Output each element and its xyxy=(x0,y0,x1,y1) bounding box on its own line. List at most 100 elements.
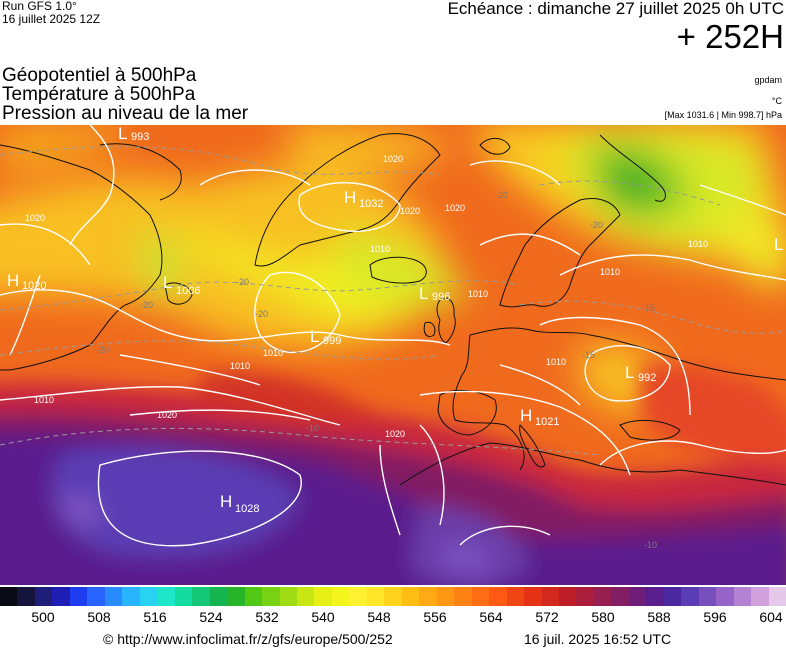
run-label: Run GFS 1.0° xyxy=(2,0,77,13)
colorbar-tick-label: 588 xyxy=(647,609,671,625)
colorbar-tick-label: 556 xyxy=(423,609,447,625)
colorbar-tick-label: 564 xyxy=(479,609,503,625)
svg-text:H: H xyxy=(520,406,532,425)
svg-text:1028: 1028 xyxy=(235,503,259,515)
colorbar-swatch xyxy=(34,587,53,606)
generated-time: 16 juil. 2025 16:52 UTC xyxy=(524,631,672,647)
pressure-centers: L 993 H 1032 H 1020 L 1006 L 999 L 996 H… xyxy=(7,125,783,515)
colorbar-swatch xyxy=(576,587,594,606)
colorbar-tick-label: 604 xyxy=(759,609,783,625)
high-center: H 1028 xyxy=(220,492,259,515)
colorbar-swatch xyxy=(314,587,332,606)
isobar-label: 1020 xyxy=(385,429,405,439)
colorbar-swatch xyxy=(681,587,699,606)
isobar-label: 1010 xyxy=(688,239,708,249)
colorbar-swatch xyxy=(733,587,752,606)
colorbar-swatch xyxy=(751,587,769,606)
colorbar-swatch xyxy=(296,587,315,606)
svg-text:999: 999 xyxy=(323,335,341,347)
temperature-label: -10 xyxy=(306,423,319,433)
colorbar-swatch xyxy=(611,587,629,606)
colorbar-tick-label: 540 xyxy=(311,609,335,625)
temperature-labels: -20 -20 -20 -20 -20 -15 -10 -15 -10 -20 xyxy=(96,190,657,550)
colorbar-swatch xyxy=(646,587,664,606)
colorbar-swatch xyxy=(192,587,210,606)
svg-text:L: L xyxy=(310,327,319,346)
low-center: L xyxy=(774,235,783,254)
temperature-label: -20 xyxy=(140,300,153,310)
colorbar-ticks: 500 508 516 524 532 540 548 556 564 572 580 588 596 6… xyxy=(0,609,786,627)
colorbar-swatch xyxy=(419,587,437,606)
isobar-label: 1010 xyxy=(600,267,620,277)
weather-map-svg: 1020 1010 1020 1020 1010 1010 1010 1010 … xyxy=(0,125,786,585)
colorbar-tick-label: 532 xyxy=(255,609,279,625)
temperature-label: -20 xyxy=(255,309,268,319)
colorbar-swatch xyxy=(698,587,717,606)
temperature-label: -20 xyxy=(495,190,508,200)
colorbar-swatch xyxy=(279,587,297,606)
colorbar-swatch xyxy=(593,587,612,606)
colorbar-swatch xyxy=(174,587,193,606)
low-center: L 996 xyxy=(419,284,450,303)
svg-text:H: H xyxy=(220,492,232,511)
colorbar-swatch xyxy=(209,587,228,606)
colorbar-swatch xyxy=(384,587,402,606)
isobar-label: 1010 xyxy=(546,357,566,367)
svg-text:996: 996 xyxy=(432,291,450,303)
isobar-label: 1010 xyxy=(230,361,250,371)
colorbar-tick-label: 500 xyxy=(31,609,55,625)
isobar-label: 1010 xyxy=(263,348,283,358)
isobar-label: 1010 xyxy=(468,289,488,299)
colorbar-swatch xyxy=(122,587,140,606)
isobar-label: 1020 xyxy=(157,410,177,420)
svg-text:H: H xyxy=(344,188,356,207)
svg-text:H: H xyxy=(7,271,19,290)
svg-text:1032: 1032 xyxy=(359,198,383,210)
colorbar-tick-label: 516 xyxy=(143,609,167,625)
colorbar-swatch xyxy=(768,587,786,606)
run-date: 16 juillet 2025 12Z xyxy=(2,12,101,26)
colorbar-swatch xyxy=(157,587,175,606)
colorbar-swatch xyxy=(349,587,367,606)
weather-map[interactable]: 1020 1010 1020 1020 1010 1010 1010 1010 … xyxy=(0,125,786,585)
source-url[interactable]: © http://www.infoclimat.fr/z/gfs/europe/… xyxy=(103,631,393,647)
temperature-label: -20 xyxy=(236,277,249,287)
svg-text:1021: 1021 xyxy=(535,416,559,428)
colorbar-swatch xyxy=(628,587,647,606)
temperature-lines xyxy=(0,146,786,456)
colorbar-swatch xyxy=(471,587,490,606)
forecast-label: Echéance : dimanche 27 juillet 2025 0h U… xyxy=(447,0,784,18)
colorbar-swatch xyxy=(489,587,507,606)
isobar-label: 1020 xyxy=(25,213,45,223)
geopotential-field xyxy=(0,125,786,585)
svg-text:1006: 1006 xyxy=(176,285,200,297)
colorbar-swatch xyxy=(436,587,455,606)
colorbar-tick-label: 548 xyxy=(367,609,391,625)
colorbar-swatch xyxy=(401,587,420,606)
colorbar-swatch xyxy=(52,587,70,606)
colorbar-swatch xyxy=(244,587,263,606)
low-center: L 1006 xyxy=(163,273,200,297)
title-temperature: Température à 500hPa xyxy=(2,84,196,105)
colorbar-swatch xyxy=(663,587,682,606)
colorbar-swatch xyxy=(506,587,525,606)
high-center: H 1021 xyxy=(520,406,559,428)
title-pressure: Pression au niveau de la mer xyxy=(2,103,249,124)
colorbar-tick-label: 596 xyxy=(703,609,727,625)
colorbar-tick-label: 508 xyxy=(87,609,111,625)
colorbar-tick-label: 580 xyxy=(591,609,615,625)
temperature-label: -15 xyxy=(642,303,655,313)
colorbar-swatch xyxy=(87,587,105,606)
colorbar-swatch xyxy=(0,587,18,606)
lead-time: + 252H xyxy=(676,18,784,55)
title-geopotential: Géopotentiel à 500hPa xyxy=(2,65,197,86)
svg-text:L: L xyxy=(774,235,783,254)
svg-text:L: L xyxy=(419,284,428,303)
svg-text:1020: 1020 xyxy=(22,280,46,292)
isobar-label: 1020 xyxy=(400,206,420,216)
unit-geopotential: gpdam xyxy=(754,75,782,85)
colorbar-tick-label: 572 xyxy=(535,609,559,625)
temperature-label: -10 xyxy=(644,540,657,550)
colorbar-swatch xyxy=(716,587,734,606)
colorbar-swatch xyxy=(227,587,245,606)
